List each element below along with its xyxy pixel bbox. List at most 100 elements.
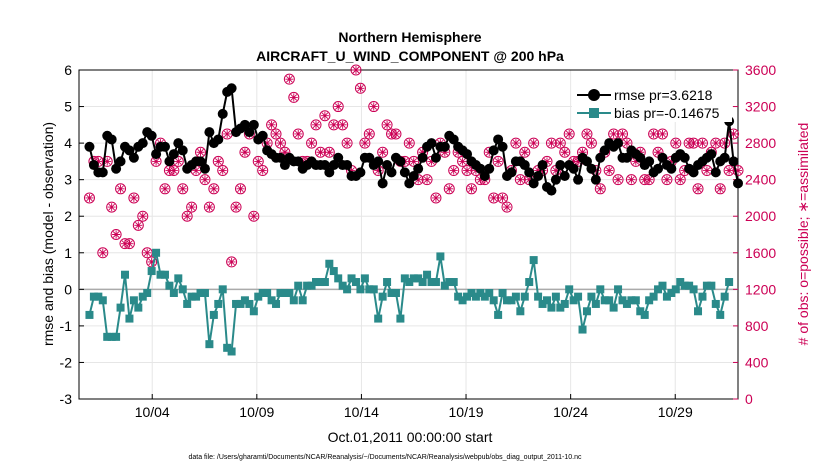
bias-point — [94, 292, 103, 301]
bias-point — [125, 314, 134, 323]
rmse-point — [399, 167, 410, 178]
rmse-point — [555, 160, 566, 171]
obs-assimilated-marker — [587, 139, 596, 148]
rmse-point — [706, 149, 717, 160]
obs-assimilated-marker — [556, 139, 565, 148]
rmse-point — [426, 138, 437, 149]
obs-assimilated-marker — [254, 157, 263, 166]
bias-point — [680, 281, 689, 290]
x-tick-label: 10/24 — [553, 404, 588, 420]
bias-point — [431, 278, 440, 287]
obs-possible-marker — [186, 201, 198, 213]
bias-point — [200, 288, 209, 297]
obs-possible-marker — [403, 137, 415, 149]
obs-assimilated-marker — [649, 129, 658, 138]
bias-point — [520, 292, 529, 301]
obs-possible-marker — [288, 91, 300, 103]
obs-assimilated-marker — [671, 139, 680, 148]
bias-point — [574, 292, 583, 301]
obs-possible-marker — [465, 183, 477, 195]
obs-assimilated-marker — [240, 148, 249, 157]
rmse-point — [328, 160, 339, 171]
bias-point — [436, 252, 445, 261]
obs-assimilated-marker — [511, 139, 520, 148]
bias-point — [511, 292, 520, 301]
y-tick-label-right: 1600 — [745, 245, 776, 261]
bias-point — [223, 343, 232, 352]
rmse-point — [475, 163, 486, 174]
bias-point — [347, 274, 356, 283]
obs-assimilated-marker — [94, 157, 103, 166]
obs-possible-marker — [625, 174, 637, 186]
bias-point — [600, 296, 609, 305]
obs-possible-marker — [226, 256, 238, 268]
obs-possible-marker — [128, 192, 140, 204]
bias-point — [103, 332, 112, 341]
bias-point — [454, 292, 463, 301]
obs-possible-marker — [203, 201, 215, 213]
obs-possible-marker — [368, 101, 380, 113]
obs-possible-marker — [350, 64, 362, 76]
rmse-point — [537, 160, 548, 171]
rmse-point — [688, 167, 699, 178]
obs-possible-marker — [563, 128, 575, 140]
obs-assimilated-marker — [560, 148, 569, 157]
obs-possible-marker — [492, 155, 504, 167]
obs-assimilated-marker — [654, 148, 663, 157]
obs-possible-marker — [585, 137, 597, 149]
obs-possible-marker — [332, 101, 344, 113]
obs-assimilated-marker — [618, 129, 627, 138]
bias-point — [249, 307, 258, 316]
rmse-point — [581, 156, 592, 167]
rmse-point — [559, 171, 570, 182]
obs-assimilated-marker — [387, 129, 396, 138]
rmse-point — [137, 138, 148, 149]
rmse-point — [653, 163, 664, 174]
rmse-point — [364, 152, 375, 163]
rmse-point — [275, 152, 286, 163]
rmse-point — [244, 127, 255, 138]
bias-point — [343, 285, 352, 294]
obs-assimilated-marker — [729, 129, 738, 138]
bias-point — [627, 296, 636, 305]
obs-assimilated-marker — [685, 139, 694, 148]
obs-assimilated-marker — [463, 166, 472, 175]
obs-possible-marker — [212, 155, 224, 167]
bias-point — [169, 288, 178, 297]
bias-point — [143, 288, 152, 297]
bias-point — [645, 296, 654, 305]
y-tick-label-left: 6 — [64, 62, 72, 78]
obs-assimilated-marker — [192, 166, 201, 175]
rmse-point — [404, 178, 415, 189]
rmse-point — [106, 134, 117, 145]
obs-assimilated-marker — [267, 120, 276, 129]
bias-point — [209, 310, 218, 319]
obs-assimilated-marker — [569, 157, 578, 166]
bias-point — [702, 281, 711, 290]
bias-point — [578, 325, 587, 334]
rmse-point — [333, 152, 344, 163]
bias-point — [538, 299, 547, 308]
rmse-point — [248, 119, 259, 130]
bias-point — [622, 299, 631, 308]
bias-point — [485, 288, 494, 297]
bias-point — [134, 303, 143, 312]
obs-assimilated-marker — [605, 166, 614, 175]
legend-label-rmse: rmse pr=3.6218 — [614, 87, 713, 103]
obs-assimilated-marker — [520, 148, 529, 157]
obs-assimilated-marker — [263, 139, 272, 148]
bias-point — [542, 296, 551, 305]
obs-assimilated-marker — [196, 148, 205, 157]
obs-assimilated-marker — [498, 193, 507, 202]
rmse-point — [613, 138, 624, 149]
obs-possible-marker — [661, 174, 673, 186]
obs-assimilated-marker — [551, 166, 560, 175]
bias-point — [138, 292, 147, 301]
obs-possible-marker — [448, 165, 460, 177]
rmse-point — [497, 141, 508, 152]
rmse-point — [128, 152, 139, 163]
obs-assimilated-marker — [134, 221, 143, 230]
rmse-point — [679, 152, 690, 163]
rmse-point — [413, 163, 424, 174]
obs-assimilated-marker — [694, 184, 703, 193]
